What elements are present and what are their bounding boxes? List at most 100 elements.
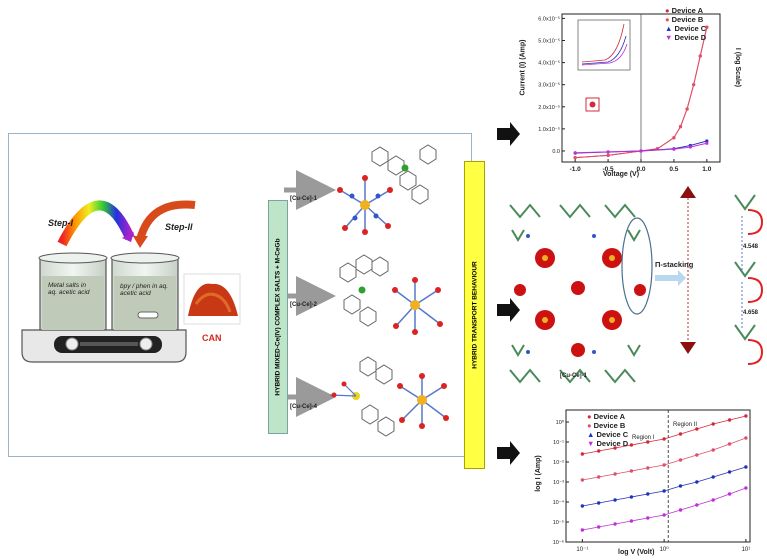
iv-y-tick-label: 1.0x10⁻⁵ bbox=[538, 126, 560, 133]
iv-highlight-dot bbox=[589, 101, 596, 108]
iv-inset-curve-c bbox=[581, 35, 627, 65]
iv-y-tick-label: 2.0x10⁻⁵ bbox=[538, 104, 560, 111]
step-2-arrow bbox=[136, 200, 196, 242]
log-series-4-point bbox=[711, 498, 715, 502]
iv-legend-b: ● Device B bbox=[665, 15, 704, 24]
iv-inset-curve-a bbox=[581, 23, 625, 63]
log-series-2-point bbox=[613, 472, 617, 476]
log-series-3-point bbox=[629, 495, 634, 499]
log-y-tick-label: 10⁻¹ bbox=[553, 440, 564, 446]
iv-series-4-point bbox=[705, 141, 709, 145]
complex-2-label: [Cu-Ce]-2 bbox=[290, 302, 317, 308]
iv-series-2-point bbox=[573, 155, 577, 160]
log-series-4-point bbox=[597, 525, 601, 529]
iv-series-4-point bbox=[672, 147, 676, 151]
log-y-tick-label: 10⁻³ bbox=[553, 480, 564, 486]
beaker-2-text: bpy / phen in aq. acetic acid bbox=[120, 283, 169, 297]
log-y-tick-label: 10⁻² bbox=[553, 460, 564, 466]
iv-y2label: I (log Scale) bbox=[734, 47, 742, 88]
log-series-4-point bbox=[662, 513, 666, 517]
log-series-1-point bbox=[678, 432, 683, 436]
beaker-1-text: Metal salts in aq. acetic acid bbox=[48, 282, 90, 296]
log-series-4-point bbox=[678, 508, 683, 512]
can-powder bbox=[183, 273, 241, 325]
log-y-tick-label: 10⁻⁴ bbox=[553, 499, 565, 506]
log-series-3-point bbox=[678, 484, 683, 488]
iv-series-2-point bbox=[698, 54, 702, 58]
transport-bar: HYBRID TRANSPORT BEHAVIOUR bbox=[464, 161, 485, 469]
iv-x-tick-label: 0.0 bbox=[636, 166, 645, 173]
iv-y-tick-label: 5.0x10⁻⁵ bbox=[538, 38, 560, 45]
log-series-1-point bbox=[744, 414, 748, 418]
iv-series-2-line bbox=[575, 27, 708, 159]
log-series-3-point bbox=[580, 504, 585, 508]
log-series-1-point bbox=[727, 418, 732, 422]
log-series-3-point bbox=[646, 492, 650, 496]
complex-1-structure bbox=[337, 144, 437, 235]
iv-series-4-point bbox=[639, 149, 643, 153]
iv-x-tick-label: -1.0 bbox=[570, 166, 582, 173]
iv-series-2-point bbox=[606, 153, 610, 157]
log-series-2-point bbox=[711, 448, 715, 452]
log-series-4-point bbox=[580, 528, 585, 532]
transport-bar-text: HYBRID TRANSPORT BEHAVIOUR bbox=[471, 261, 478, 369]
iv-chart: -1.0 -0.5 0.0 0.5 1.0 0.0 1.0x10⁻⁵ 2.0x10⁻⁵ 3.0x… bbox=[538, 13, 721, 173]
iv-xlabel: Voltage (V) bbox=[603, 171, 640, 178]
log-series-4-point bbox=[646, 516, 650, 520]
beaker-1 bbox=[38, 252, 108, 331]
complex-2-structure bbox=[339, 254, 443, 335]
log-series-1-point bbox=[711, 422, 715, 426]
iv-x-tick-label: -0.5 bbox=[602, 166, 614, 173]
log-series-2-point bbox=[678, 458, 683, 462]
log-x-tick-label: 10⁻¹ bbox=[576, 547, 588, 553]
log-series-1-point bbox=[597, 449, 601, 453]
log-series-3-point bbox=[695, 480, 699, 484]
log-series-3-point bbox=[727, 470, 732, 474]
step-1-label: Step-I bbox=[48, 218, 74, 228]
arrow-to-packing bbox=[497, 298, 520, 322]
log-series-4-point bbox=[744, 486, 748, 490]
complex-1-label: [Cu-Ce]-1 bbox=[290, 196, 317, 202]
log-series-3-point bbox=[711, 475, 715, 479]
iv-y-tick-label: 4.0x10⁻⁵ bbox=[538, 60, 560, 67]
distance-2: 4.658 bbox=[743, 310, 759, 316]
pi-stack-view bbox=[734, 194, 764, 365]
iv-series-4-point bbox=[573, 151, 577, 155]
log-series-4-point bbox=[727, 492, 732, 496]
iv-ylabel: Current (I) (Amp) bbox=[519, 39, 527, 96]
iv-series-4-line bbox=[575, 142, 707, 154]
log-y-tick-label: 10⁰ bbox=[556, 419, 565, 426]
log-x-tick-label: 10¹ bbox=[742, 547, 751, 553]
iv-y-tick-label: 0.0 bbox=[552, 149, 560, 155]
step-1-arrow bbox=[57, 200, 135, 247]
log-series-1-point bbox=[695, 427, 699, 431]
log-legend-c: ▲ Device C bbox=[587, 430, 629, 439]
iv-legend: ● Device A ● Device B ▲ Device C ▼ Devic… bbox=[665, 6, 706, 42]
synthesis-bar-text: HYBRID MIXED-Ce(IV) COMPLEX SALTS + M-Ce… bbox=[274, 238, 282, 396]
region-2-label: Region II bbox=[673, 422, 698, 428]
iv-series-3-point bbox=[705, 139, 709, 143]
crystal-packing bbox=[509, 203, 686, 384]
log-plot-frame bbox=[565, 409, 751, 543]
synthesis-bar: HYBRID MIXED-Ce(IV) COMPLEX SALTS + M-Ce… bbox=[268, 200, 288, 434]
iv-legend-c: ▲ Device C bbox=[665, 24, 707, 33]
iv-series-2-point bbox=[692, 83, 696, 87]
log-series-2-point bbox=[580, 478, 585, 482]
iv-x-tick-label: 1.0 bbox=[702, 166, 711, 173]
log-legend-d: ▼ Device D bbox=[587, 439, 629, 448]
log-series-2-point bbox=[646, 466, 650, 470]
pi-stacking-label: Π-stacking bbox=[655, 260, 694, 269]
log-series-1-point bbox=[613, 446, 617, 450]
log-series-2-point bbox=[727, 442, 732, 446]
log-series-1-point bbox=[646, 440, 650, 444]
log-series-1-point bbox=[662, 437, 666, 441]
log-series-4-point bbox=[695, 503, 699, 507]
distance-1: 4.548 bbox=[743, 244, 759, 250]
can-label: CAN bbox=[202, 333, 222, 343]
beaker-2 bbox=[110, 252, 180, 331]
iv-y-tick-label: 3.0x10⁻⁵ bbox=[538, 82, 560, 89]
complex-3-structure bbox=[329, 356, 449, 437]
log-series-4-point bbox=[613, 522, 617, 526]
iv-legend-a: ● Device A bbox=[665, 6, 704, 15]
